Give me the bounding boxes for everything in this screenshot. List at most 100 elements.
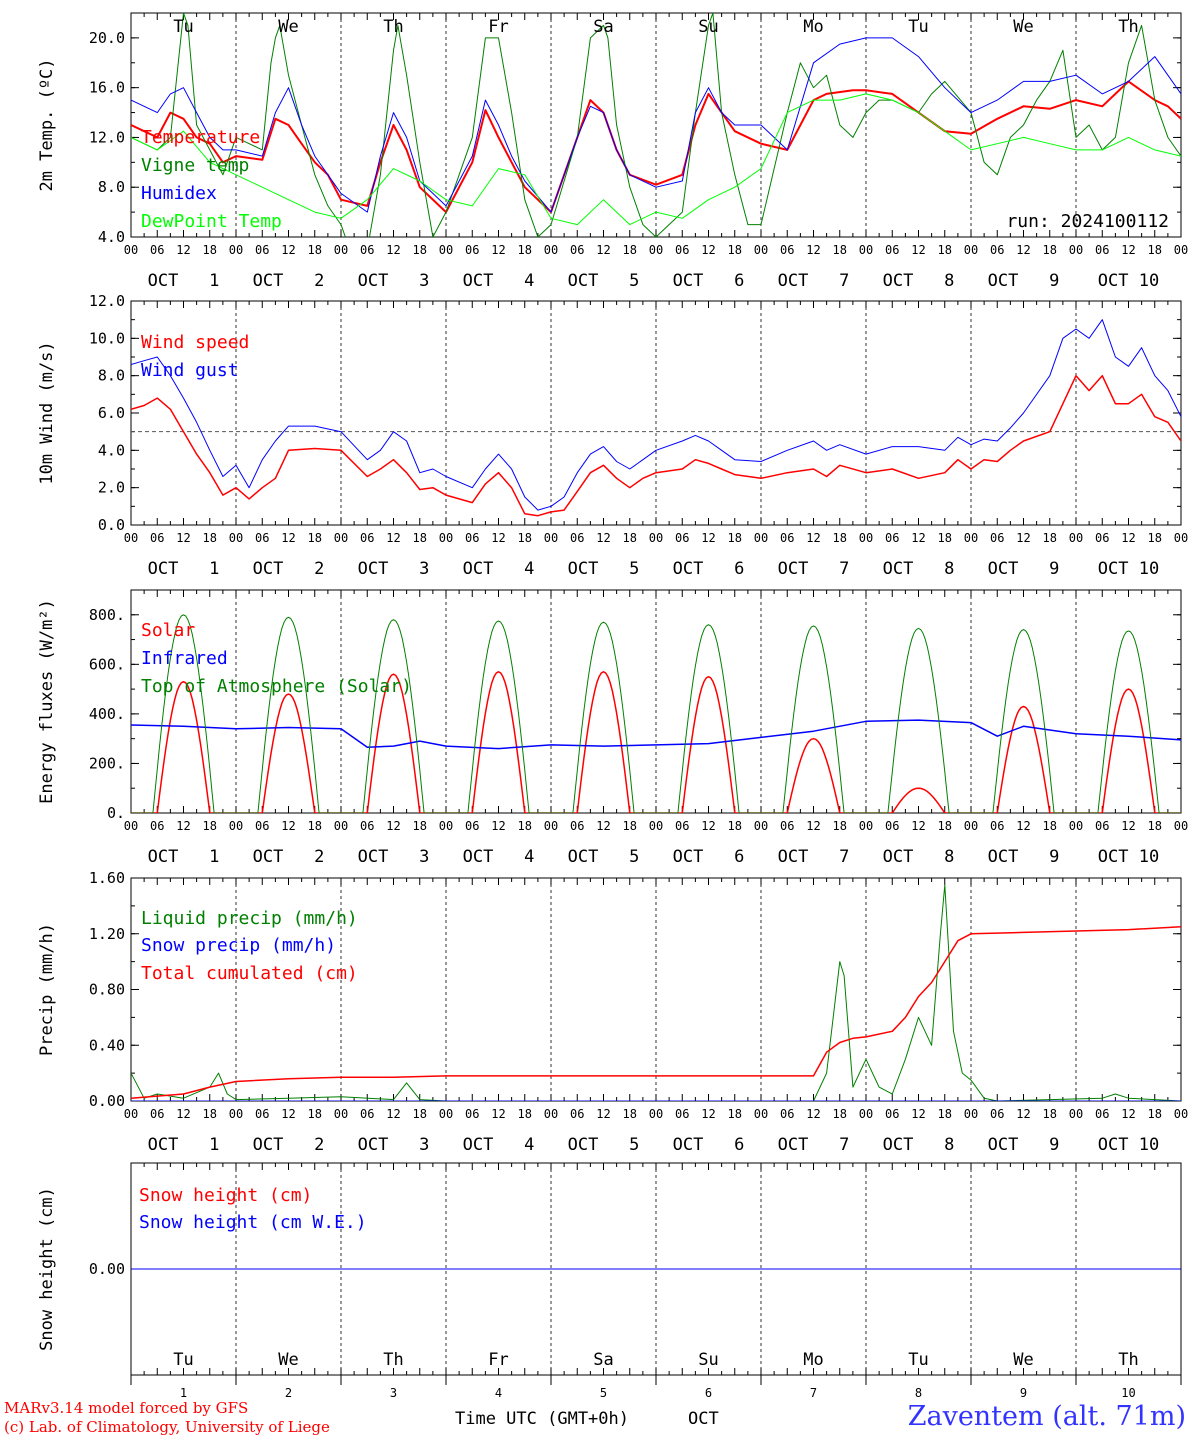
x-tick-label: 18 [518,1107,532,1121]
day-label: OCT 1 [148,847,220,867]
day-label: OCT 5 [568,559,640,579]
x-tick-label: 00 [334,243,348,257]
x-axis-title: Time UTC (GMT+0h) [455,1409,629,1429]
legend-entry: Temperature [141,127,260,148]
x-tick-label: 12 [596,531,610,545]
day-label: OCT 8 [883,559,955,579]
x-tick-label: 00 [754,531,768,545]
day-label: OCT 2 [253,271,325,291]
x-tick-label: 18 [833,1107,847,1121]
x-tick-label: 06 [885,243,899,257]
weekday-label: Fr [488,1350,508,1370]
x-tick-label: 18 [623,1107,637,1121]
x-tick-label: 00 [439,243,453,257]
x-tick-label: 00 [544,243,558,257]
x-tick-label: 18 [518,243,532,257]
day-number: 9 [1020,1386,1027,1400]
x-tick-label: 06 [885,531,899,545]
x-tick-label: 06 [150,531,164,545]
legend-entry: Snow height (cm) [139,1185,312,1206]
x-tick-label: 00 [649,1107,663,1121]
x-tick-label: 12 [911,531,925,545]
legend-entry: Humidex [141,183,217,204]
x-tick-label: 06 [360,819,374,833]
x-tick-label: 00 [334,1107,348,1121]
x-tick-label: 12 [386,243,400,257]
day-label: OCT 5 [568,847,640,867]
panel-wind: 0.0 2.0 4.0 6.0 8.0 10.0 12.0 10m Wind (m/s) Win… [37,292,1188,579]
weekday-label: We [278,17,298,37]
x-tick-label: 00 [1174,819,1188,833]
x-tick-label: 00 [754,819,768,833]
x-tick-label: 12 [911,243,925,257]
x-tick-label: 18 [1148,819,1162,833]
x-tick-label: 06 [1095,1107,1109,1121]
x-tick-label: 00 [334,819,348,833]
x-tick-label: 06 [570,1107,584,1121]
x-tick-label: 18 [308,531,322,545]
x-tick-label: 06 [780,531,794,545]
panel-precip: 0.00 0.40 0.80 1.20 1.60 Precip (mm/h) Liquid … [37,869,1188,1155]
series-group-precip [131,884,1181,1101]
x-tick-label: 00 [229,243,243,257]
x-tick-label: 18 [938,531,952,545]
x-tick-label: 06 [465,819,479,833]
day-label: OCT 3 [358,1135,430,1155]
x-tick-label: 06 [570,243,584,257]
x-tick-label: 18 [623,243,637,257]
x-tick-label: 18 [518,531,532,545]
x-tick-label: 06 [1095,531,1109,545]
day-label: OCT 10 [1098,847,1159,867]
x-tick-label: 12 [1121,243,1135,257]
x-tick-label: 00 [964,819,978,833]
y-tick-label: 0.00 [89,1260,125,1278]
x-tick-label: 06 [255,531,269,545]
x-tick-label: 00 [229,819,243,833]
x-tick-label: 00 [1069,819,1083,833]
day-label: OCT 1 [148,1135,220,1155]
x-tick-label: 00 [754,243,768,257]
day-label: OCT 4 [463,847,535,867]
x-tick-label: 06 [255,243,269,257]
x-tick-label: 06 [150,1107,164,1121]
weekday-label: Th [383,1350,403,1370]
x-tick-label: 06 [780,1107,794,1121]
y-tick-label: 6.0 [98,404,125,422]
weekday-label: Tu [173,17,193,37]
day-label: OCT 10 [1098,1135,1159,1155]
x-tick-label: 12 [806,531,820,545]
y-tick-label: 16.0 [89,79,125,97]
y-tick-label: 0.0 [98,516,125,534]
x-tick-label: 18 [413,531,427,545]
day-label: OCT 7 [778,1135,850,1155]
series-group-wind [131,319,1181,517]
weekday-label: Mo [803,17,823,37]
x-tick-label: 18 [1043,1107,1057,1121]
x-tick-label: 00 [544,819,558,833]
day-label: OCT 4 [463,559,535,579]
x-tick-label: 00 [1174,531,1188,545]
x-tick-label: 18 [203,1107,217,1121]
x-tick-label: 12 [1016,1107,1030,1121]
x-tick-label: 12 [386,1107,400,1121]
x-tick-label: 12 [806,819,820,833]
weekday-label: Sa [593,17,613,37]
day-label: OCT 7 [778,559,850,579]
x-tick-label: 12 [491,531,505,545]
x-tick-label: 18 [1043,531,1057,545]
day-label: OCT 6 [673,559,745,579]
x-tick-label: 06 [780,243,794,257]
x-axis-month: OCT [688,1409,719,1429]
x-tick-label: 18 [728,1107,742,1121]
x-tick-label: 18 [833,819,847,833]
x-tick-label: 12 [176,819,190,833]
x-tick-label: 18 [1148,1107,1162,1121]
x-tick-label: 00 [754,1107,768,1121]
x-tick-label: 06 [255,819,269,833]
x-tick-label: 12 [701,1107,715,1121]
x-tick-label: 00 [124,531,138,545]
x-tick-label: 00 [649,243,663,257]
x-tick-label: 06 [465,531,479,545]
x-tick-label: 00 [124,243,138,257]
